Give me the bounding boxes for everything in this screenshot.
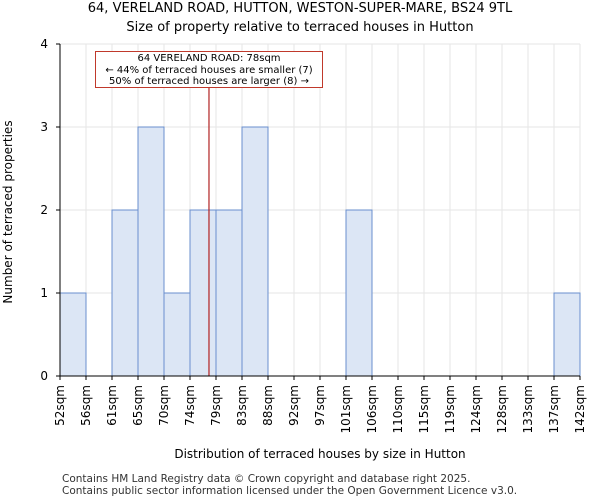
x-tick-label: 52sqm [53, 385, 67, 426]
histogram-bar [59, 292, 87, 377]
x-axis-title: Distribution of terraced houses by size … [174, 447, 465, 461]
histogram-bar [553, 292, 581, 377]
x-tick-label: 92sqm [287, 385, 301, 426]
y-tick-label: 3 [40, 120, 48, 134]
x-tick-label: 97sqm [313, 385, 327, 426]
footer-line-1: Contains HM Land Registry data © Crown c… [62, 473, 471, 485]
x-tick-label: 70sqm [157, 385, 171, 426]
x-tick-label: 110sqm [391, 385, 405, 433]
property-annotation-box: 64 VERELAND ROAD: 78sqm ← 44% of terrace… [95, 51, 323, 88]
annotation-line-1: 64 VERELAND ROAD: 78sqm [137, 53, 281, 64]
x-tick-label: 119sqm [443, 385, 457, 433]
x-tick-label: 65sqm [131, 385, 145, 426]
x-tick-label: 74sqm [183, 385, 197, 426]
footer-line-2: Contains public sector information licen… [62, 485, 518, 497]
x-tick-label: 115sqm [417, 385, 431, 433]
x-tick-label: 88sqm [261, 385, 275, 426]
y-tick-label: 0 [40, 369, 48, 383]
y-tick-label: 4 [40, 37, 48, 51]
histogram-bar [137, 126, 165, 377]
x-tick-label: 142sqm [573, 385, 587, 433]
x-tick-label: 101sqm [339, 385, 353, 433]
x-tick-label: 128sqm [495, 385, 509, 433]
histogram-chart: 0 1 2 3 4 52sqm 56sqm 61sqm 65sqm 70sqm 74sqm 79sqm… [1, 37, 587, 461]
y-tick-label: 2 [40, 203, 48, 217]
histogram-bar [163, 292, 191, 377]
histogram-bar [189, 209, 217, 377]
x-tick-label: 137sqm [547, 385, 561, 433]
chart-subtitle: Size of property relative to terraced ho… [126, 20, 474, 35]
y-tick-label: 1 [40, 286, 48, 300]
x-tick-label: 106sqm [365, 385, 379, 433]
x-tick-label: 124sqm [469, 385, 483, 433]
chart-title: 64, VERELAND ROAD, HUTTON, WESTON-SUPER-… [87, 1, 513, 16]
histogram-bar [215, 209, 243, 377]
histogram-bar [241, 126, 269, 377]
histogram-bar [345, 209, 373, 377]
annotation-line-2: ← 44% of terraced houses are smaller (7) [105, 64, 313, 76]
y-axis-title: Number of terraced properties [1, 120, 15, 303]
x-tick-label: 61sqm [105, 385, 119, 426]
x-tick-label: 79sqm [209, 385, 223, 426]
histogram-bar [111, 209, 139, 377]
x-tick-label: 133sqm [521, 385, 535, 433]
annotation-line-3: 50% of terraced houses are larger (8) → [109, 76, 309, 87]
x-tick-label: 83sqm [235, 385, 249, 426]
x-tick-label: 56sqm [79, 385, 93, 426]
